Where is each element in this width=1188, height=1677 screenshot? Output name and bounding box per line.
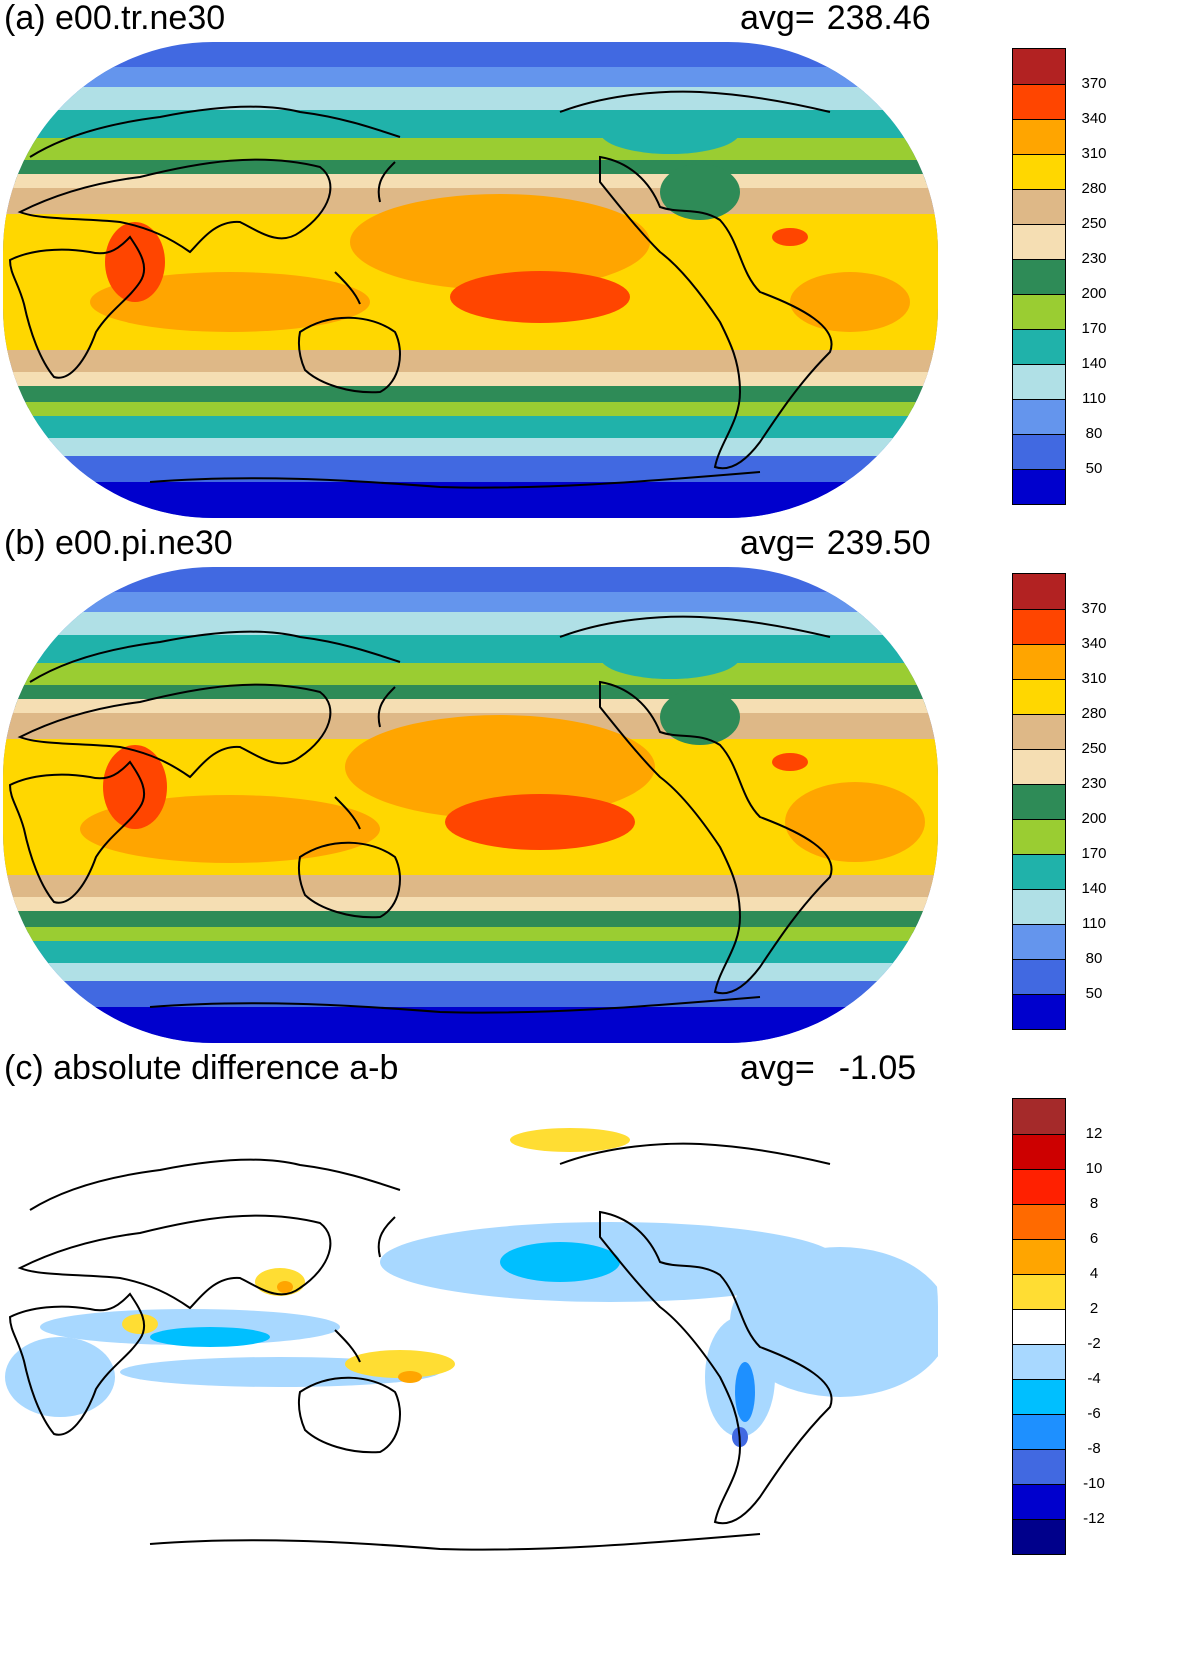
- map-fill: [3, 567, 938, 1043]
- map-fill: [3, 42, 938, 518]
- colorbar: [1012, 48, 1066, 505]
- colorbar-tick: 8: [1089, 1195, 1099, 1212]
- colorbar-tick: 80: [1085, 950, 1103, 967]
- colorbar-swatch: [1013, 679, 1065, 714]
- colorbar-swatch: [1013, 819, 1065, 854]
- colorbar-swatch: [1013, 924, 1065, 959]
- colorbar-tick: 12: [1085, 1125, 1103, 1142]
- panel-title: (c) absolute difference a-b: [4, 1049, 399, 1087]
- colorbar-tick: 370: [1081, 600, 1107, 617]
- colorbar-swatch: [1013, 1099, 1065, 1134]
- map-fill: [3, 1092, 938, 1578]
- map-c: [3, 1092, 938, 1578]
- colorbar: [1012, 573, 1066, 1030]
- colorbar-swatch: [1013, 364, 1065, 399]
- colorbar-tick: -2: [1087, 1335, 1101, 1352]
- colorbar-swatch: [1013, 329, 1065, 364]
- colorbar-tick: 170: [1081, 320, 1107, 337]
- coastlines: [8, 1142, 833, 1551]
- colorbar-swatch: [1013, 749, 1065, 784]
- colorbar-swatch: [1013, 154, 1065, 189]
- colorbar-tick: 230: [1081, 250, 1107, 267]
- colorbar-tick: 250: [1081, 215, 1107, 232]
- colorbar-swatch: [1013, 1379, 1065, 1414]
- colorbar-swatch: [1013, 49, 1065, 84]
- colorbar-swatch: [1013, 434, 1065, 469]
- colorbar-tick: 200: [1081, 810, 1107, 827]
- colorbar-tick: 340: [1081, 635, 1107, 652]
- colorbar-tick: 140: [1081, 880, 1107, 897]
- colorbar-tick: 280: [1081, 705, 1107, 722]
- colorbar: [1012, 1098, 1066, 1555]
- colorbar-tick: -8: [1087, 1440, 1101, 1457]
- avg-label: avg=: [740, 0, 815, 37]
- colorbar-swatch: [1013, 784, 1065, 819]
- map-a: [3, 42, 938, 518]
- colorbar-tick: 170: [1081, 845, 1107, 862]
- colorbar-tick: 110: [1082, 915, 1106, 932]
- colorbar-tick: 340: [1081, 110, 1107, 127]
- colorbar-tick: 110: [1082, 390, 1106, 407]
- colorbar-swatch: [1013, 1414, 1065, 1449]
- colorbar-tick: 50: [1085, 985, 1103, 1002]
- colorbar-tick: 250: [1081, 740, 1107, 757]
- colorbar-tick: 6: [1089, 1230, 1099, 1247]
- colorbar-tick: 370: [1081, 75, 1107, 92]
- panel-average: avg= 239.50: [740, 525, 931, 561]
- colorbar-swatch: [1013, 1134, 1065, 1169]
- colorbar-tick: -10: [1083, 1475, 1105, 1492]
- colorbar-swatch: [1013, 574, 1065, 609]
- colorbar-tick: 310: [1081, 670, 1107, 687]
- coastlines: [8, 615, 833, 1014]
- colorbar-tick: 310: [1081, 145, 1107, 162]
- colorbar-swatch: [1013, 994, 1065, 1029]
- colorbar-swatch: [1013, 224, 1065, 259]
- colorbar-tick: 80: [1085, 425, 1103, 442]
- colorbar-tick: 4: [1089, 1265, 1099, 1282]
- colorbar-swatch: [1013, 609, 1065, 644]
- avg-label: avg=: [740, 1049, 815, 1087]
- colorbar-swatch: [1013, 854, 1065, 889]
- panel-title: (a) e00.tr.ne30: [4, 0, 226, 37]
- avg-value: 239.50: [826, 524, 931, 562]
- colorbar-swatch: [1013, 1309, 1065, 1344]
- colorbar-swatch: [1013, 189, 1065, 224]
- colorbar-swatch: [1013, 1484, 1065, 1519]
- colorbar-swatch: [1013, 1449, 1065, 1484]
- colorbar-tick: 140: [1081, 355, 1107, 372]
- panel-average: avg= 238.46: [740, 0, 931, 36]
- panel-average: avg= -1.05: [740, 1050, 916, 1086]
- avg-value: -1.05: [838, 1049, 917, 1087]
- colorbar-swatch: [1013, 889, 1065, 924]
- colorbar-tick: -6: [1087, 1405, 1101, 1422]
- colorbar-tick: 50: [1085, 460, 1103, 477]
- colorbar-swatch: [1013, 1169, 1065, 1204]
- colorbar-swatch: [1013, 644, 1065, 679]
- avg-value: 238.46: [826, 0, 931, 37]
- map-b: [3, 567, 938, 1043]
- colorbar-tick: 200: [1081, 285, 1107, 302]
- colorbar-swatch: [1013, 1204, 1065, 1239]
- colorbar-swatch: [1013, 294, 1065, 329]
- colorbar-tick: 230: [1081, 775, 1107, 792]
- colorbar-swatch: [1013, 1344, 1065, 1379]
- coastlines: [8, 90, 833, 489]
- colorbar-tick: -12: [1083, 1510, 1105, 1527]
- colorbar-tick: 2: [1089, 1300, 1099, 1317]
- colorbar-tick: 10: [1085, 1160, 1103, 1177]
- panel-title: (b) e00.pi.ne30: [4, 524, 233, 562]
- colorbar-swatch: [1013, 714, 1065, 749]
- colorbar-tick: -4: [1087, 1370, 1101, 1387]
- colorbar-swatch: [1013, 959, 1065, 994]
- colorbar-swatch: [1013, 469, 1065, 504]
- colorbar-swatch: [1013, 1239, 1065, 1274]
- avg-label: avg=: [740, 524, 815, 562]
- colorbar-swatch: [1013, 1519, 1065, 1554]
- colorbar-swatch: [1013, 399, 1065, 434]
- colorbar-swatch: [1013, 259, 1065, 294]
- colorbar-swatch: [1013, 119, 1065, 154]
- colorbar-swatch: [1013, 84, 1065, 119]
- colorbar-swatch: [1013, 1274, 1065, 1309]
- colorbar-tick: 280: [1081, 180, 1107, 197]
